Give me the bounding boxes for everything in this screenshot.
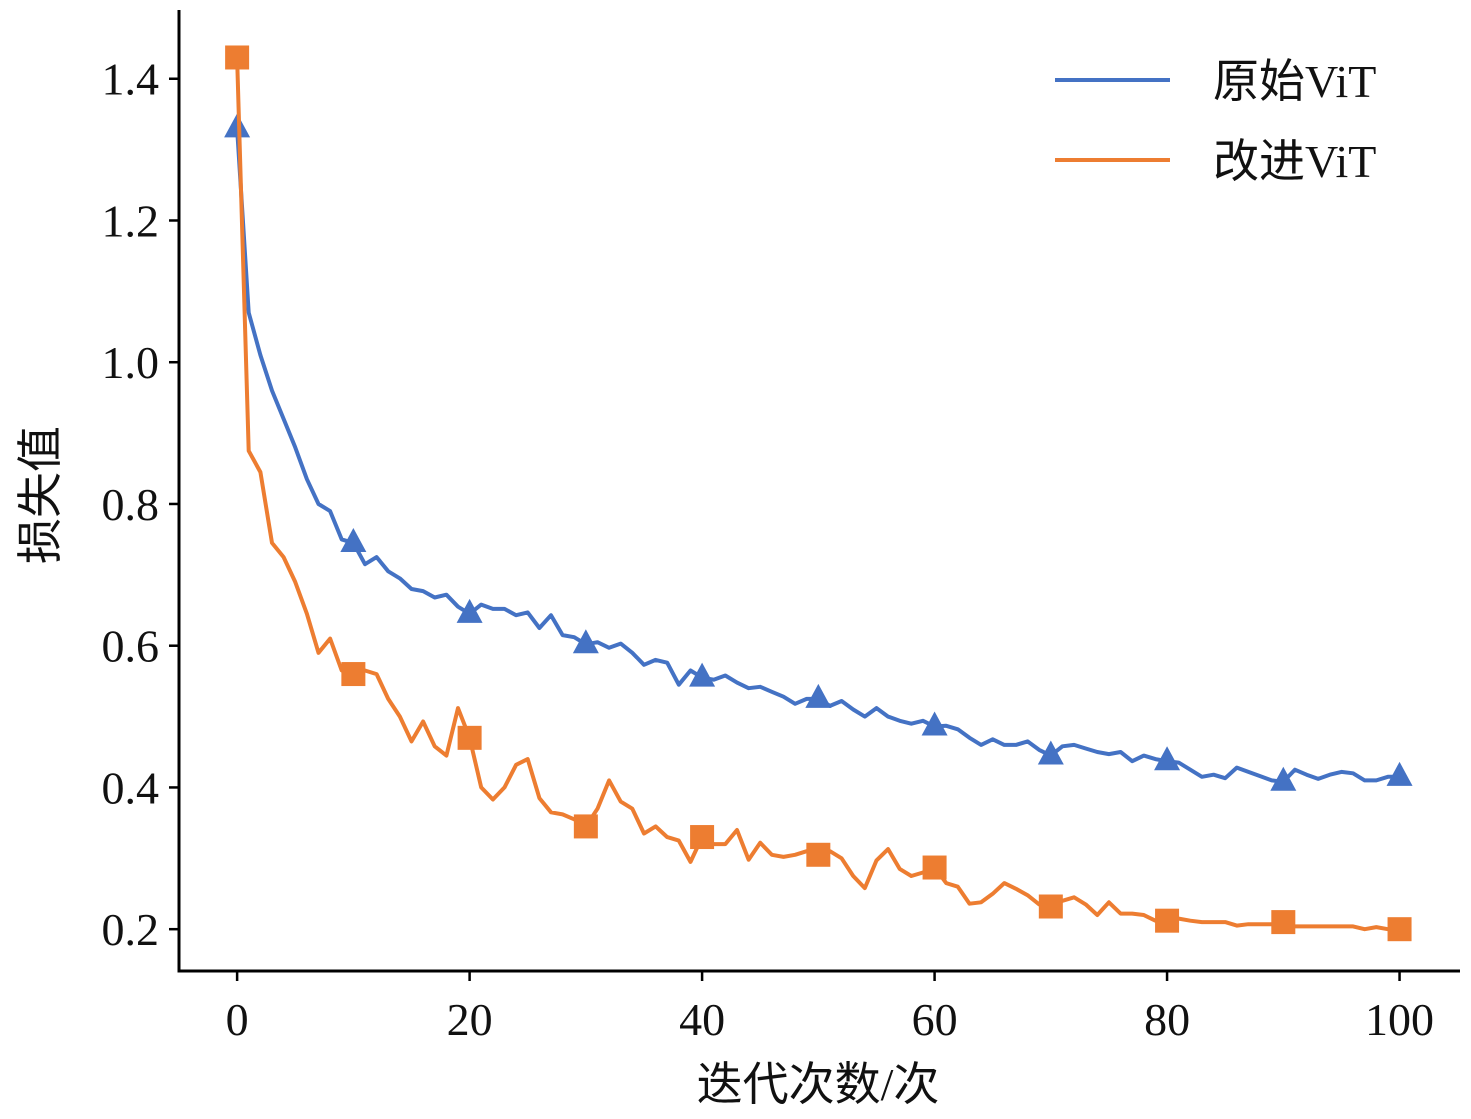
y-tick-label: 0.2 [102,904,160,955]
x-tick-label: 20 [447,994,493,1045]
triangle-marker [572,629,599,654]
triangle-marker [1154,746,1181,771]
legend: 原始ViT 改进ViT [1055,56,1376,187]
y-tick-label: 1.0 [102,337,160,388]
x-axis-label: 迭代次数/次 [697,1059,940,1110]
square-marker [1387,917,1412,942]
triangle-marker [1270,766,1297,791]
triangle-marker [456,598,483,623]
square-marker [1155,908,1180,933]
square-marker [806,842,831,867]
square-marker [225,45,250,70]
x-tick-label: 80 [1144,994,1190,1045]
square-marker [690,825,715,850]
axes: 0 20 40 60 80 100 0.2 0.4 0.6 0.8 1.0 1.2 1.4 [102,10,1460,1045]
y-tick-label: 0.4 [102,762,160,813]
x-tick-label: 40 [679,994,725,1045]
square-marker [1271,910,1296,935]
triangle-marker [689,662,716,687]
y-tick-label: 0.8 [102,479,160,530]
triangle-marker [805,683,832,708]
triangle-marker [1386,761,1413,786]
square-marker [573,814,598,839]
y-axis-label: 损失值 [15,426,66,564]
x-tick-label: 60 [912,994,958,1045]
x-tick-label: 0 [226,994,249,1045]
square-marker [457,725,482,750]
plot-area [224,45,1413,942]
square-marker [1038,894,1063,919]
square-marker [341,662,366,687]
y-tick-label: 0.6 [102,621,160,672]
triangle-marker [340,527,367,552]
triangle-marker [921,711,948,736]
y-tick-label: 1.2 [102,195,160,246]
series-line-2 [235,57,1400,932]
legend-label-1: 原始ViT [1213,56,1376,107]
series-line-1 [235,128,1400,784]
y-tick-label: 1.4 [102,54,160,105]
triangle-marker [1037,740,1064,765]
square-marker [922,855,947,880]
x-tick-label: 100 [1365,994,1434,1045]
legend-label-2: 改进ViT [1213,136,1376,187]
